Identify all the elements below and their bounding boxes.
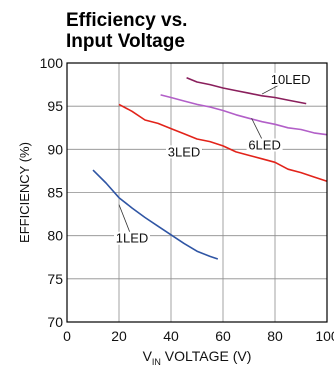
annotation-bg: [166, 145, 202, 159]
y-tick-label: 100: [40, 55, 64, 71]
y-axis-label: EFFICIENCY (%): [17, 142, 32, 243]
x-tick-label: 20: [111, 328, 127, 344]
series-line-6led: [160, 94, 328, 136]
y-tick-label: 90: [47, 141, 63, 157]
series-annotations: 10LED 6LED 3LED 1LED: [114, 72, 313, 246]
x-tick-label: 0: [63, 328, 71, 344]
x-tick-label: 100: [315, 328, 334, 344]
annotation-bg: [114, 231, 150, 245]
annotation-label-1led: 1LED: [116, 231, 149, 246]
plot-frame: [66, 62, 328, 323]
annotation-bg: [246, 138, 283, 152]
x-tick-label: 80: [267, 328, 283, 344]
y-tick-label: 70: [47, 314, 63, 330]
x-tick-label: 60: [215, 328, 231, 344]
annotation-label-10led: 10LED: [271, 72, 311, 87]
x-axis-label-rest: VOLTAGE (V): [161, 348, 252, 364]
x-tick-label: 40: [163, 328, 179, 344]
x-axis-label: VIN VOLTAGE (V): [143, 348, 252, 367]
annotation-label-6led: 6LED: [248, 137, 281, 152]
series-line-1led: [92, 169, 219, 260]
series-line-3led: [118, 103, 328, 183]
x-axis-label-prefix: V: [143, 348, 153, 364]
annotation-label-3led: 3LED: [168, 144, 201, 159]
grid: [67, 63, 327, 322]
annotation-bg: [268, 72, 313, 86]
y-tick-label: 80: [47, 228, 63, 244]
series-lines: [92, 76, 328, 260]
y-tick-label: 75: [47, 271, 63, 287]
y-tick-label: 85: [47, 185, 63, 201]
tick-labels: 0 20 40 60 80 100 70 75 80 85 90 95 100: [40, 55, 334, 344]
x-axis-label-subscript: IN: [152, 357, 161, 367]
y-tick-label: 95: [47, 98, 63, 114]
chart-title-line-1: Efficiency vs.: [66, 10, 188, 31]
series-line-10led: [186, 76, 307, 105]
chart-title: Efficiency vs. Input Voltage: [66, 10, 187, 52]
chart-title-line-2: Input Voltage: [66, 31, 185, 52]
